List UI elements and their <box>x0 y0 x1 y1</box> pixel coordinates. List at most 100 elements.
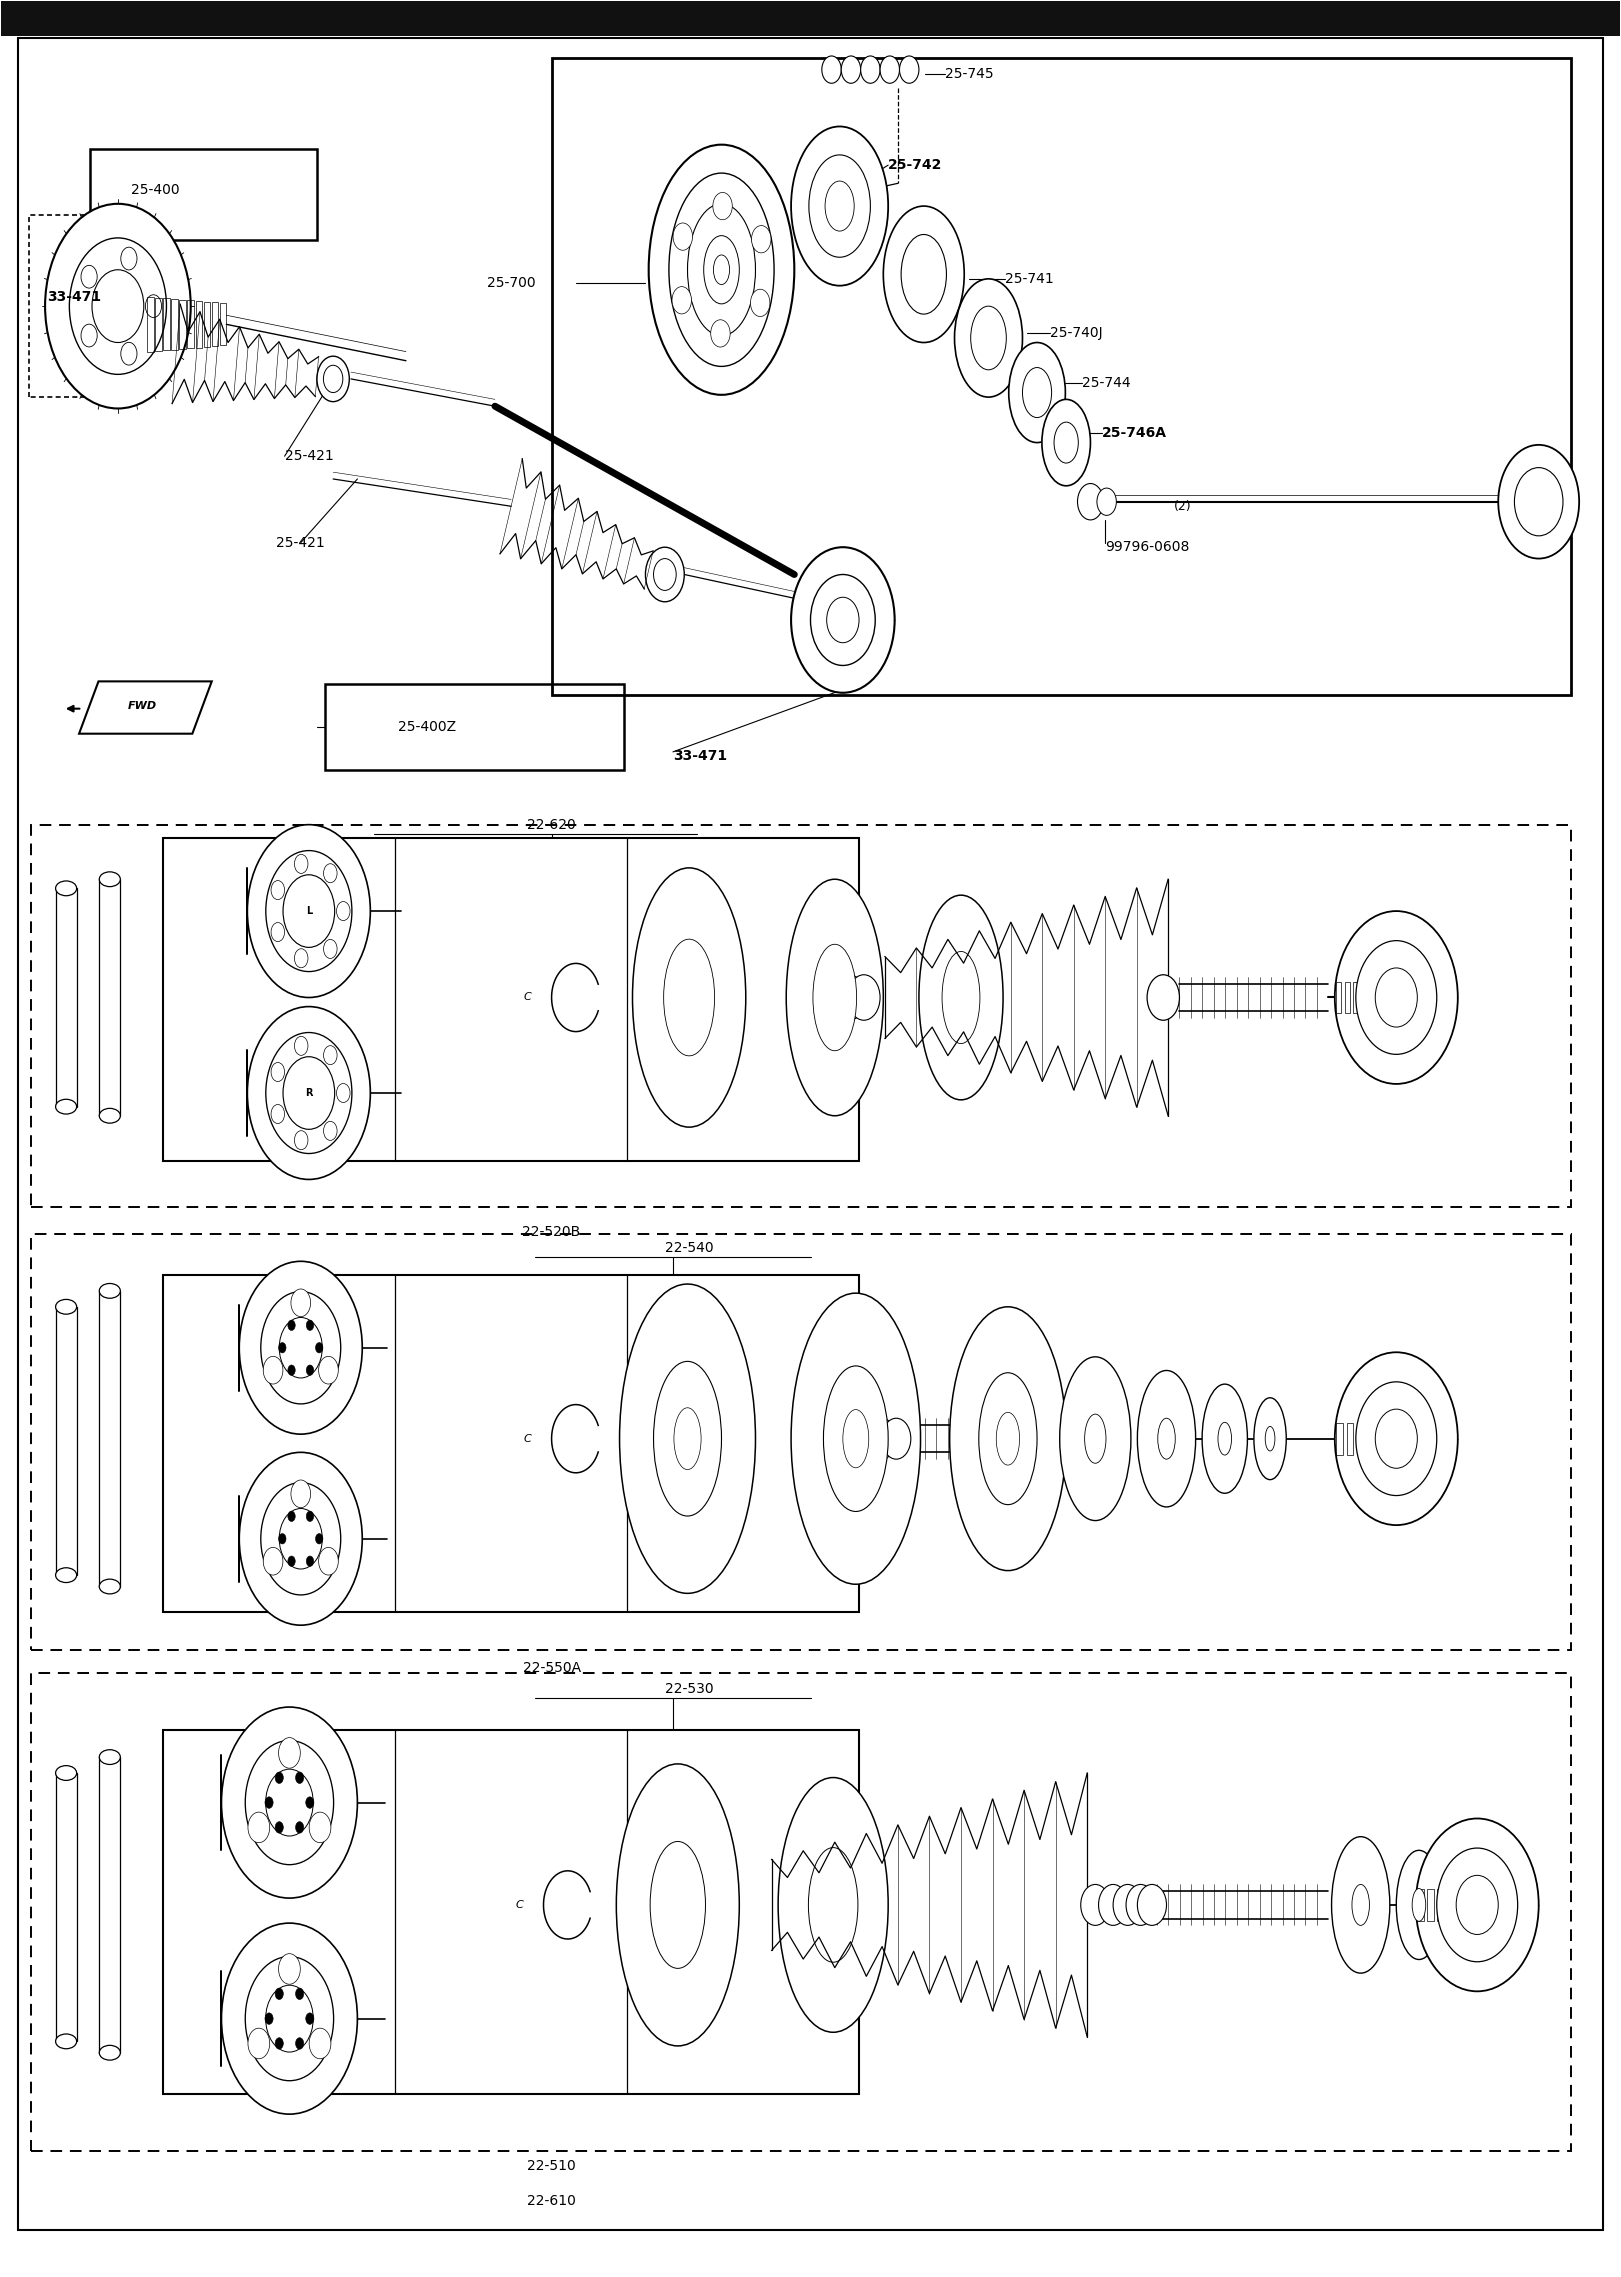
Bar <box>148 296 154 351</box>
Circle shape <box>645 546 684 601</box>
Circle shape <box>319 1548 339 1576</box>
Circle shape <box>261 1291 340 1405</box>
Circle shape <box>276 1822 284 1833</box>
Circle shape <box>337 1084 350 1102</box>
Ellipse shape <box>648 146 794 394</box>
Circle shape <box>810 574 875 665</box>
Circle shape <box>880 57 900 84</box>
Text: 25-744: 25-744 <box>1083 376 1131 389</box>
Ellipse shape <box>791 1293 921 1585</box>
Bar <box>99 879 120 1116</box>
Circle shape <box>1375 1409 1417 1469</box>
Ellipse shape <box>1138 1371 1196 1507</box>
Circle shape <box>833 975 866 1020</box>
Bar <box>180 301 186 348</box>
Circle shape <box>827 1416 859 1462</box>
Circle shape <box>279 1510 323 1569</box>
Text: 25-741: 25-741 <box>1005 271 1054 287</box>
Circle shape <box>1127 1885 1156 1926</box>
Text: 25-421: 25-421 <box>277 535 326 549</box>
Text: 25-740J: 25-740J <box>1050 326 1102 342</box>
Ellipse shape <box>901 235 947 314</box>
Ellipse shape <box>812 945 856 1050</box>
Text: 25-700: 25-700 <box>486 276 535 291</box>
Circle shape <box>1148 975 1180 1020</box>
Circle shape <box>1078 483 1104 519</box>
Circle shape <box>846 1416 879 1462</box>
Circle shape <box>306 1364 314 1375</box>
Bar <box>1367 1423 1373 1455</box>
Circle shape <box>324 863 337 883</box>
Circle shape <box>264 2013 272 2024</box>
Text: 25-421: 25-421 <box>285 449 334 462</box>
Bar <box>1357 1423 1363 1455</box>
Bar <box>2 2 1619 36</box>
Ellipse shape <box>704 235 739 303</box>
Ellipse shape <box>1203 1384 1248 1494</box>
Circle shape <box>290 1480 311 1507</box>
Ellipse shape <box>1023 367 1052 417</box>
Circle shape <box>279 1318 323 1378</box>
Text: FWD: FWD <box>128 701 157 710</box>
Bar <box>1426 1890 1433 1922</box>
Text: 22-520B: 22-520B <box>522 1225 580 1239</box>
Text: 25-400Z: 25-400Z <box>397 720 456 733</box>
Circle shape <box>710 319 729 346</box>
Circle shape <box>1138 1885 1167 1926</box>
Circle shape <box>862 1416 895 1462</box>
Bar <box>164 838 859 1161</box>
Bar <box>55 1774 76 2042</box>
Ellipse shape <box>778 1778 888 2033</box>
Circle shape <box>240 1261 361 1435</box>
Circle shape <box>1097 487 1117 515</box>
Circle shape <box>289 1364 295 1375</box>
Text: 25-400: 25-400 <box>131 182 180 198</box>
Ellipse shape <box>55 1100 76 1113</box>
Ellipse shape <box>883 207 964 342</box>
Text: 22-550A: 22-550A <box>522 1662 580 1676</box>
Circle shape <box>1514 467 1563 535</box>
Text: (2): (2) <box>1174 499 1191 512</box>
Circle shape <box>266 1031 352 1154</box>
Circle shape <box>673 287 692 314</box>
Circle shape <box>814 975 846 1020</box>
Text: 25-745: 25-745 <box>945 66 994 82</box>
Ellipse shape <box>1217 1423 1232 1455</box>
Ellipse shape <box>653 1362 721 1516</box>
Bar <box>164 1731 859 2093</box>
Circle shape <box>324 940 337 959</box>
Ellipse shape <box>791 128 888 285</box>
Circle shape <box>673 223 692 250</box>
Text: 25-742: 25-742 <box>888 157 942 173</box>
Bar <box>326 683 624 770</box>
Circle shape <box>271 1104 285 1123</box>
Bar <box>1370 981 1375 1013</box>
Text: R: R <box>305 1088 313 1098</box>
Circle shape <box>266 852 352 972</box>
Ellipse shape <box>786 879 883 1116</box>
Ellipse shape <box>1412 1888 1426 1922</box>
Ellipse shape <box>55 1569 76 1583</box>
Circle shape <box>279 1954 300 1983</box>
Circle shape <box>295 1132 308 1150</box>
Ellipse shape <box>809 155 870 257</box>
Ellipse shape <box>825 182 854 230</box>
Ellipse shape <box>99 1109 120 1123</box>
Text: 25-746A: 25-746A <box>1102 426 1167 439</box>
Bar <box>204 303 211 346</box>
Circle shape <box>713 194 733 221</box>
Circle shape <box>295 1822 303 1833</box>
Circle shape <box>264 1797 272 1808</box>
Circle shape <box>1375 968 1417 1027</box>
Text: 22-540: 22-540 <box>665 1241 713 1255</box>
Ellipse shape <box>1448 1865 1480 1947</box>
Circle shape <box>306 1797 314 1808</box>
Bar <box>1362 981 1367 1013</box>
Circle shape <box>266 1986 313 2052</box>
Circle shape <box>248 824 370 997</box>
Bar <box>31 824 1571 1207</box>
Circle shape <box>122 342 138 364</box>
Bar <box>1436 1890 1443 1922</box>
Circle shape <box>848 975 880 1020</box>
Circle shape <box>222 1708 357 1899</box>
